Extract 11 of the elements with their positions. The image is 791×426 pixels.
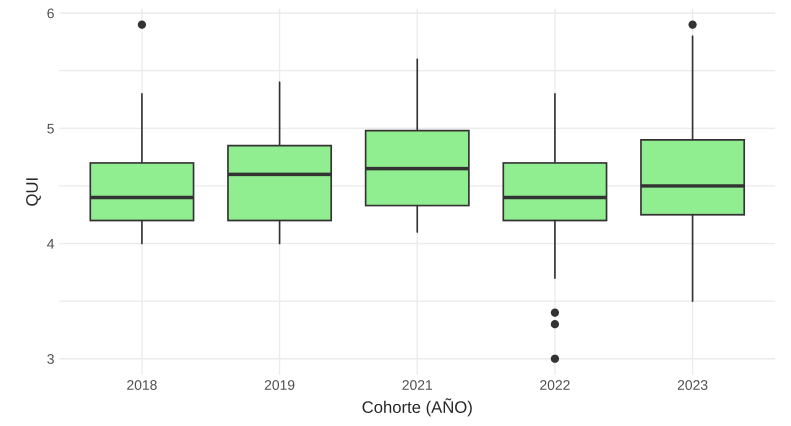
x-tick-label: 2019: [264, 380, 294, 390]
y-tick-label: 3: [47, 354, 54, 364]
x-axis-title: Cohorte (AÑO): [362, 398, 472, 416]
x-tick-label: 2021: [402, 380, 432, 390]
x-tick-label: 2022: [540, 380, 570, 390]
x-tick-label: 2018: [127, 380, 157, 390]
y-axis-title: QUI: [26, 178, 41, 206]
y-tick-label: 6: [47, 8, 54, 18]
y-tick-label: 5: [47, 124, 54, 134]
y-tick-label: 4: [47, 239, 54, 249]
x-tick-label: 2023: [678, 380, 708, 390]
